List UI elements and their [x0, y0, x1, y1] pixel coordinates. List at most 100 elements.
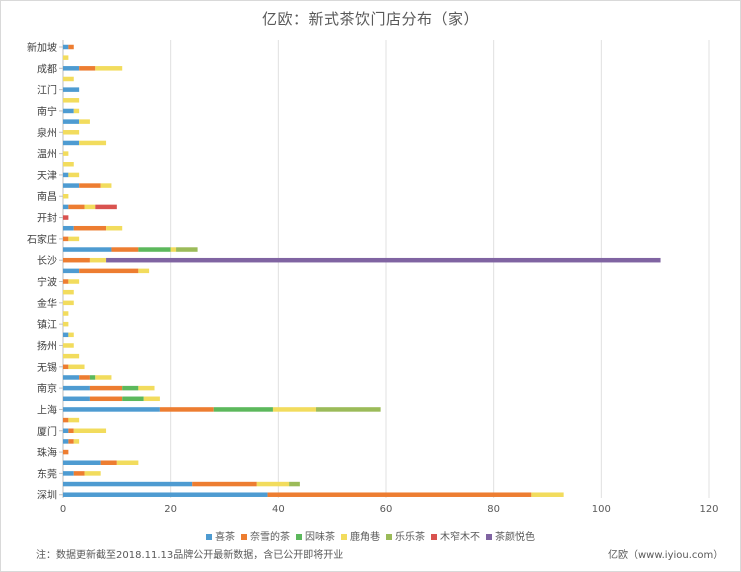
bar-segment: [84, 471, 101, 476]
bar-segment: [63, 321, 69, 327]
bar-segment: [63, 236, 69, 242]
bar-segment: [289, 481, 300, 487]
bar-segment: [176, 247, 198, 252]
bar-segment: [89, 396, 123, 402]
bar-segment: [63, 449, 69, 455]
bar-segment: [95, 66, 123, 71]
y-category-label: 成都: [37, 63, 57, 75]
bar-segment: [68, 332, 74, 338]
y-category-label: 厦门: [37, 425, 57, 438]
y-category-label: 开封: [37, 212, 57, 225]
bar-segment: [63, 407, 160, 412]
bar-segment: [170, 247, 177, 252]
bar-segment: [73, 439, 80, 444]
bar-segment: [79, 140, 107, 146]
chart-title: 亿欧：新式茶饮门店分布（家）: [261, 10, 479, 28]
bar-segment: [63, 225, 74, 231]
bar-segment: [63, 364, 69, 370]
x-tick-label: 0: [60, 504, 66, 515]
bar-segment: [106, 225, 123, 231]
bar-segment: [63, 119, 80, 124]
bar-segment: [159, 407, 214, 412]
bar-segment: [63, 162, 74, 167]
y-category-label: 天津: [37, 170, 57, 182]
bar-segment: [138, 247, 171, 252]
bar-segment: [63, 268, 80, 274]
legend-item: 喜茶: [206, 528, 235, 543]
bar-segment: [272, 407, 317, 412]
y-category-label: 江门: [37, 84, 57, 97]
bar-segment: [63, 396, 90, 402]
bar-segment: [111, 247, 139, 252]
bar-segment: [68, 428, 74, 434]
bar-segment: [63, 140, 80, 146]
bar-segment: [68, 439, 74, 444]
bar-segment: [84, 204, 96, 210]
bar-segment: [79, 183, 101, 188]
bar-segment: [63, 471, 74, 476]
bar-segment: [63, 279, 69, 284]
x-tick-label: 60: [380, 504, 393, 515]
y-category-label: 无锡: [37, 361, 57, 374]
x-tick-label: 80: [487, 504, 500, 515]
bar-segment: [63, 257, 90, 263]
legend-label: 因味茶: [305, 532, 335, 543]
bar-segment: [89, 375, 96, 380]
bar-segment: [63, 492, 268, 497]
legend-item: 奈雪的茶: [241, 528, 290, 543]
bar-segment: [63, 108, 74, 114]
y-category-label: 泉州: [37, 126, 57, 139]
bar-segment: [63, 481, 193, 487]
x-tick-label: 40: [272, 504, 285, 515]
legend-label: 乐乐茶: [395, 532, 425, 543]
y-category-label: 珠海: [37, 446, 57, 459]
bar-segment: [63, 300, 74, 306]
y-category-label: 深圳: [37, 490, 57, 502]
bar-segment: [95, 204, 117, 210]
bar-segment: [63, 343, 74, 348]
x-tick-label: 120: [699, 504, 718, 515]
bar-segment: [138, 385, 155, 391]
y-category-label: 长沙: [37, 255, 57, 267]
y-category-label: 镇江: [37, 318, 57, 331]
bar-segment: [63, 417, 69, 423]
legend-item: 因味茶: [296, 528, 335, 543]
bar-segment: [100, 183, 112, 188]
legend-item: 乐乐茶: [386, 528, 425, 543]
bar-segment: [73, 225, 107, 231]
bar-segment: [68, 364, 85, 370]
bar-segment: [531, 492, 564, 497]
bar-segment: [63, 44, 69, 50]
bar-segment: [116, 460, 139, 465]
bar-segment: [106, 257, 661, 263]
y-category-label: 南京: [37, 382, 57, 395]
legend-swatch: [241, 534, 247, 540]
bar-segment: [143, 396, 160, 402]
bar-segment: [63, 439, 69, 444]
bar-segment: [63, 332, 69, 338]
y-category-label: 宁波: [37, 276, 57, 289]
bar-segment: [73, 471, 85, 476]
bar-segment: [63, 428, 69, 434]
bar-segment: [89, 257, 107, 263]
legend-label: 鹿角巷: [350, 532, 380, 543]
bar-segment: [63, 289, 74, 295]
y-category-label: 南昌: [37, 190, 57, 203]
bar-segment: [68, 172, 80, 178]
x-tick-label: 20: [164, 504, 177, 515]
bar-segment: [63, 353, 80, 359]
legend-item: 木窄木不: [431, 528, 480, 543]
bar-segment: [63, 55, 69, 60]
chart-legend: 喜茶 奈雪的茶 因味茶 鹿角巷 乐乐茶 木窄木不 茶颜悦色: [0, 528, 741, 543]
bar-segment: [68, 44, 74, 50]
y-category-label: 温州: [37, 149, 57, 161]
y-category-label: 金华: [37, 297, 57, 310]
footer-note: 注：数据更新截至2018.11.13品牌公开最新数据，含已公开即将开业: [36, 550, 344, 561]
y-category-label: 东莞: [37, 467, 57, 480]
bar-segment: [68, 236, 80, 242]
bar-segment: [63, 385, 90, 391]
legend-swatch: [296, 534, 302, 540]
bar-segment: [256, 481, 290, 487]
bar-segment: [79, 268, 139, 274]
